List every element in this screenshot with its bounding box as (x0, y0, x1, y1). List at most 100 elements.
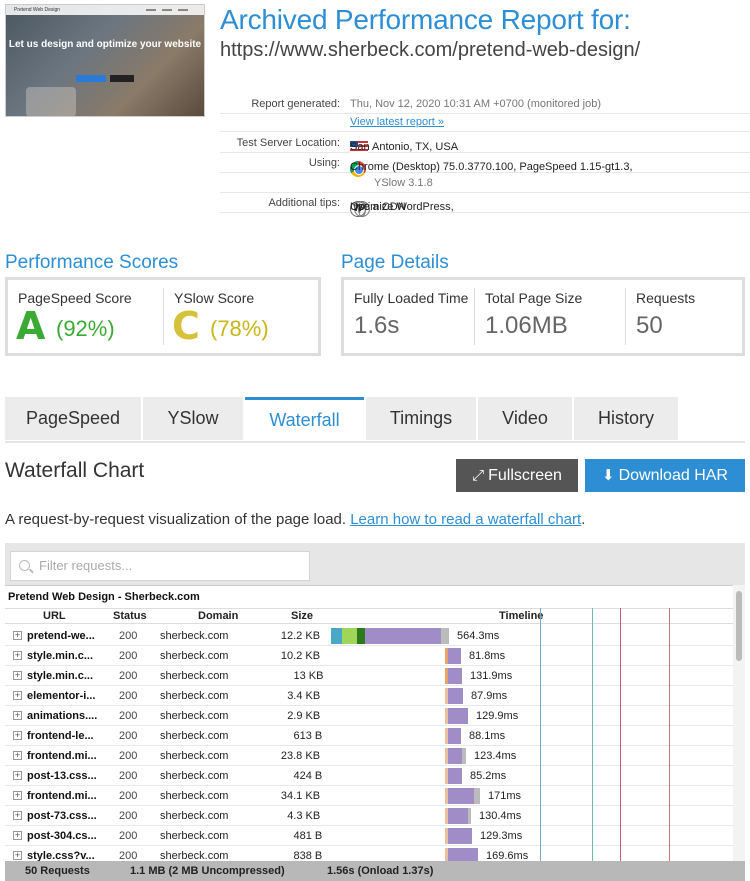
timeline-bar (448, 728, 461, 744)
row-url[interactable]: post-73.css... (27, 810, 97, 822)
footer-time: 1.56s (Onload 1.37s) (327, 865, 434, 877)
tip-optimize-wordpress[interactable]: Optimize WordPress, (350, 201, 454, 213)
row-size: 12.2 KB (280, 630, 321, 642)
expand-icon[interactable]: + (13, 630, 22, 640)
waterfall-scrollbar[interactable] (733, 585, 745, 861)
row-url[interactable]: frontend.mi... (27, 750, 97, 762)
timeline-bar (445, 668, 448, 684)
expand-icon[interactable]: + (13, 790, 22, 800)
tab-video[interactable]: Video (478, 397, 572, 440)
row-domain: sherbeck.com (160, 690, 229, 702)
yslow-label: YSlow Score (174, 290, 255, 306)
row-size: 4.3 KB (287, 810, 321, 822)
row-url[interactable]: style.css?v... (27, 850, 95, 862)
timeline-bar (342, 628, 357, 644)
pagespeed-score[interactable]: PageSpeed Score A (92%) (8, 280, 163, 353)
column-url[interactable]: URL (43, 610, 66, 622)
table-row[interactable]: + frontend.mi... 200 sherbeck.com 34.1 KB 171… (5, 786, 733, 806)
timeline-bar (445, 808, 448, 824)
row-time: 81.8ms (469, 650, 506, 662)
expand-icon[interactable]: + (13, 650, 22, 660)
column-domain[interactable]: Domain (198, 610, 239, 622)
row-status: 200 (119, 670, 138, 682)
timeline-marker-onload (620, 608, 621, 861)
timeline-bar (448, 768, 462, 784)
download-har-button[interactable]: ⬇ Download HAR (585, 459, 745, 492)
table-row[interactable]: + frontend-le... 200 sherbeck.com 613 B 88.1m… (5, 726, 733, 746)
expand-icon[interactable]: + (13, 670, 22, 680)
filter-requests-input[interactable]: Filter requests... (10, 551, 310, 581)
fullscreen-button[interactable]: ⤢ Fullscreen (456, 459, 578, 492)
yslow-score[interactable]: YSlow Score C (78%) (164, 280, 318, 353)
expand-icon[interactable]: + (13, 850, 22, 860)
expand-icon[interactable]: + (13, 730, 22, 740)
row-url[interactable]: elementor-i... (27, 690, 96, 702)
row-url[interactable]: frontend-le... (27, 730, 94, 742)
report-generated-value: Thu, Nov 12, 2020 10:31 AM +0700 (monito… (350, 98, 602, 110)
view-latest-link[interactable]: View latest report » (350, 116, 444, 128)
row-status: 200 (119, 650, 138, 662)
row-url[interactable]: pretend-we... (27, 630, 95, 642)
row-url[interactable]: post-304.cs... (27, 830, 97, 842)
timeline-bar (448, 648, 461, 664)
table-row[interactable]: + animations.... 200 sherbeck.com 2.9 KB 129.… (5, 706, 733, 726)
table-row[interactable]: + frontend.mi... 200 sherbeck.com 23.8 KB 123… (5, 746, 733, 766)
row-size: 13 KB (293, 670, 324, 682)
row-time: 169.6ms (486, 850, 529, 862)
tab-timings[interactable]: Timings (366, 397, 476, 440)
yslow-pct: (78%) (210, 316, 269, 341)
waterfall-help-link[interactable]: Learn how to read a waterfall chart (350, 511, 582, 528)
row-size: 2.9 KB (287, 710, 321, 722)
table-row[interactable]: + elementor-i... 200 sherbeck.com 3.4 KB 87.9… (5, 686, 733, 706)
column-timeline[interactable]: Timeline (499, 610, 544, 622)
expand-icon[interactable]: + (13, 690, 22, 700)
fully-loaded-value: 1.6s (354, 312, 400, 339)
globe-icon (354, 201, 370, 217)
table-row[interactable]: + post-13.css... 200 sherbeck.com 424 B 85.2m… (5, 766, 733, 786)
timeline-bar (331, 628, 342, 644)
report-tabs: PageSpeed YSlow Waterfall Timings Video … (5, 397, 745, 442)
table-row[interactable]: + pretend-we... 200 sherbeck.com 12.2 KB 564.… (5, 626, 733, 646)
table-row[interactable]: + post-73.css... 200 sherbeck.com 4.3 KB 130.… (5, 806, 733, 826)
row-url[interactable]: animations.... (27, 710, 98, 722)
using-value-line2: YSlow 3.1.8 (374, 177, 433, 189)
table-row[interactable]: + style.min.c... 200 sherbeck.com 10.2 KB 81.… (5, 646, 733, 666)
row-size: 34.1 KB (280, 790, 321, 802)
search-icon (19, 560, 30, 571)
expand-icon[interactable]: + (13, 750, 22, 760)
yslow-grade: C (172, 304, 200, 348)
fullscreen-icon: ⤢ (472, 467, 485, 484)
timeline-bar (445, 848, 448, 864)
row-time: 85.2ms (470, 770, 507, 782)
timeline-bar (448, 848, 478, 864)
timeline-marker-first-paint (592, 608, 593, 861)
row-time: 131.9ms (470, 670, 513, 682)
row-url[interactable]: frontend.mi... (27, 790, 97, 802)
expand-icon[interactable]: + (13, 770, 22, 780)
row-url[interactable]: style.min.c... (27, 650, 94, 662)
timeline-bar (445, 828, 448, 844)
row-url[interactable]: post-13.css... (27, 770, 97, 782)
tip-use-cdn[interactable]: Use a CDN (350, 201, 406, 213)
footer-size: 1.1 MB (2 MB Uncompressed) (130, 865, 285, 877)
tab-waterfall[interactable]: Waterfall (245, 397, 364, 440)
report-generated-label: Report generated: (251, 98, 340, 110)
download-icon: ⬇ (602, 467, 615, 484)
expand-icon[interactable]: + (13, 810, 22, 820)
row-status: 200 (119, 710, 138, 722)
expand-icon[interactable]: + (13, 710, 22, 720)
table-row[interactable]: + style.min.c... 200 sherbeck.com 13 KB 131.9… (5, 666, 733, 686)
tab-yslow[interactable]: YSlow (143, 397, 243, 440)
column-size[interactable]: Size (291, 610, 314, 622)
row-status: 200 (119, 810, 138, 822)
tab-pagespeed[interactable]: PageSpeed (5, 397, 141, 440)
column-status[interactable]: Status (113, 610, 147, 622)
site-thumbnail[interactable]: Pretend Web Design Let us design and opt… (5, 4, 205, 117)
row-time: 130.4ms (479, 810, 522, 822)
expand-icon[interactable]: + (13, 830, 22, 840)
table-row[interactable]: + post-304.cs... 200 sherbeck.com 481 B 129.3… (5, 826, 733, 846)
footer-requests: 50 Requests (25, 865, 90, 877)
tab-history[interactable]: History (574, 397, 678, 440)
row-url[interactable]: style.min.c... (27, 670, 94, 682)
timeline-bar (445, 768, 448, 784)
